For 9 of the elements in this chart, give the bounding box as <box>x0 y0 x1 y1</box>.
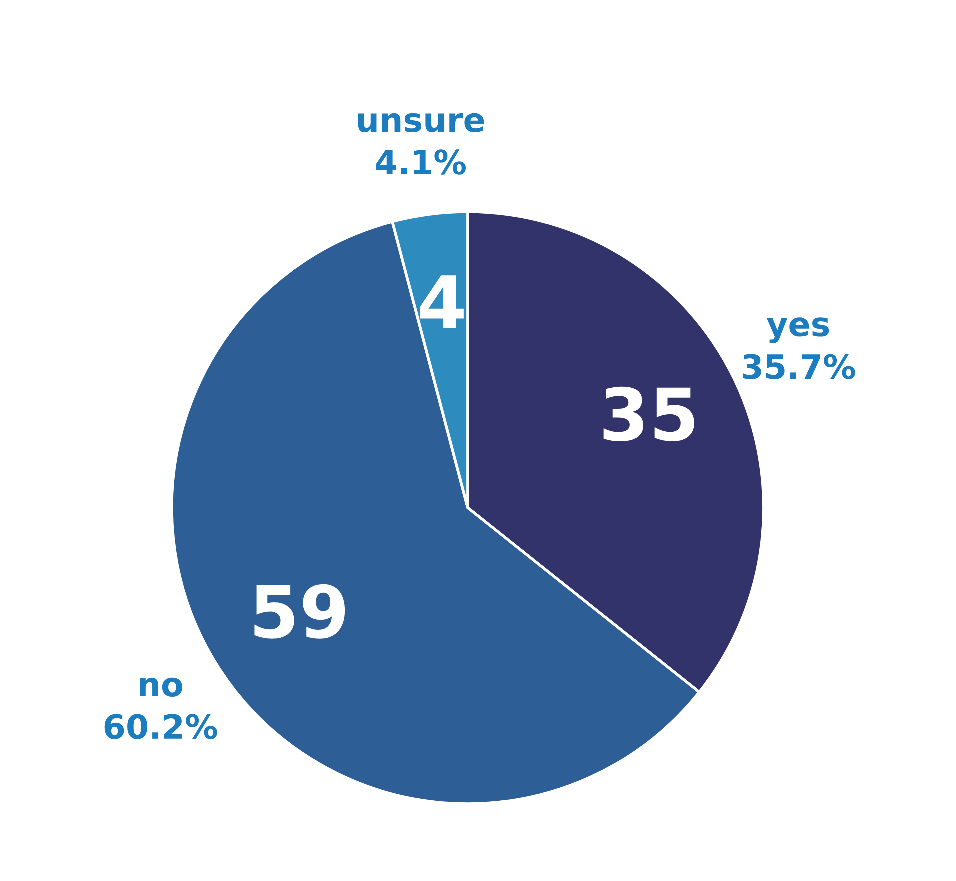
slice-label: no <box>140 678 182 697</box>
text: 4 <box>420 276 464 328</box>
slice-label: unsure <box>358 113 484 132</box>
text: 59 <box>254 584 346 639</box>
text: 35 <box>604 386 694 442</box>
data-label: 4.1% <box>376 150 466 175</box>
data-label: 35.7% <box>742 354 856 380</box>
slice-label: yes <box>766 318 830 344</box>
data-label: 60.2% <box>104 714 218 740</box>
